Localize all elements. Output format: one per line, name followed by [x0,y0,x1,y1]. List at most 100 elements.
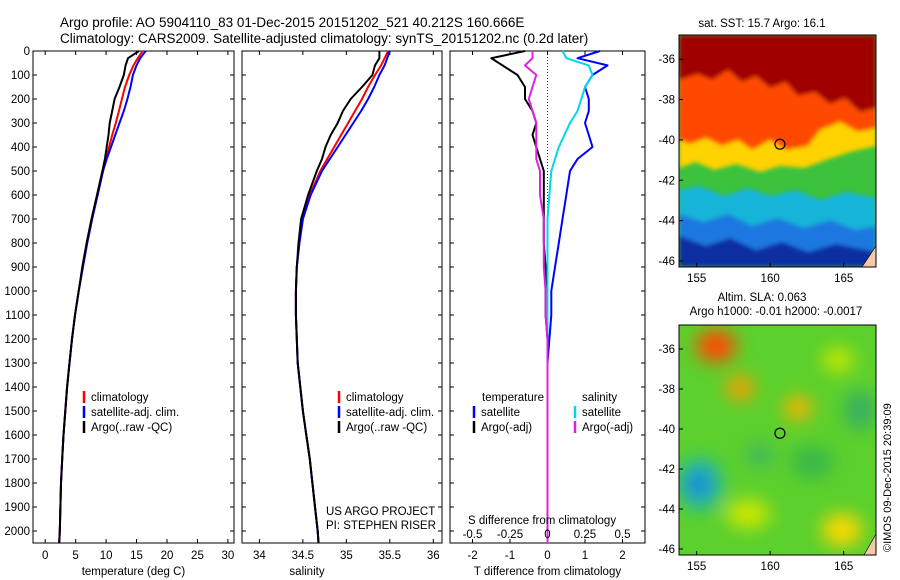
sst-map-title: sat. SST: 15.7 Argo: 16.1 [698,18,825,30]
y-tick-label: 1700 [4,454,30,466]
y-tick-label: 300 [11,118,30,130]
legend-label-temp-argo: Argo(-adj) [481,422,532,434]
sla-high-patch [784,396,812,420]
legend-label-satellite: satellite-adj. clim. [346,407,434,419]
legend-title-temperature: temperature [482,392,544,404]
y-tick-label: 1400 [4,382,30,394]
map-y-tick-label: -40 [658,424,675,436]
y-tick-label: 100 [11,70,30,82]
legend-label-satellite: satellite-adj. clim. [91,407,179,419]
salinity-profile-plot: 34 34.5 35 35.5 36 salinity [241,50,443,578]
s-difference-tick-label: 0 [544,529,550,541]
y-tick-label: 1100 [5,310,30,322]
argo-float-marker [774,427,786,439]
x-tick-label: 15 [130,550,143,562]
map-x-tick-label: 160 [761,273,780,285]
sla-low-patch [790,446,834,478]
sla-heatmap [679,325,876,555]
map-y-tick-label: -42 [658,464,675,476]
series-line-argo-raw-qc- [58,50,140,544]
s-difference-tick-label: 0.25 [574,529,596,541]
sst-deep-blue-band [679,236,876,267]
y-tick-label: 1300 [4,358,30,370]
sst-map-axes: 155 160 165 -36 -38 -40 -42 -44 -46 [658,54,853,285]
series-line-climatology [294,50,389,544]
figure-title: Argo profile: AO 5904110_83 01-Dec-2015 … [60,15,524,30]
y-tick-label: 2000 [4,526,30,538]
sst-coastline [861,245,876,267]
x-tick-label: 36 [427,550,440,562]
difference-legend: temperature satellite Argo(-adj) salinit… [472,392,633,434]
y-tick-label: 1200 [4,334,30,346]
sla-map: Altim. SLA: 0.063 Argo h1000: -0.01 h200… [658,292,877,573]
legend-title-salinity: salinity [582,392,617,404]
x-tick-label: 2 [619,550,625,562]
sst-orange-band [679,70,876,150]
legend-label-sal-satellite: satellite [582,407,621,419]
series-line-satellite-adj-clim- [58,50,147,544]
x-tick-label: 0 [544,550,550,562]
s-difference-ticks: -0.5 -0.25 0 0.25 0.5 [463,529,631,541]
difference-profile-plot: -2 -1 0 1 2 T difference from climatology [449,50,646,578]
map-x-tick-label: 165 [834,273,853,285]
y-tick-label: 700 [11,214,30,226]
sla-high-patch [726,376,754,400]
sla-low-patch [746,443,774,467]
s-difference-tick-label: 0.5 [615,529,631,541]
map-x-tick-label: 160 [761,561,780,573]
sla-high-patch [696,330,736,362]
salinity-legend: climatology satellite-adj. clim. Argo(..… [337,391,434,434]
x-axis-label: temperature (deg C) [82,566,186,578]
s-difference-tick-label: -0.25 [497,529,523,541]
figure-subtitle: Climatology: CARS2009. Satellite-adjuste… [60,31,588,46]
y-tick-label: 1800 [4,478,30,490]
x-tick-label: -2 [467,550,477,562]
y-tick-label: 500 [11,166,30,178]
sst-yellow-band [679,122,876,172]
sla-low-patch [688,474,708,494]
y-tick-label: 0 [24,46,30,58]
map-y-tick-label: -36 [658,344,675,356]
legend-label-climatology: climatology [91,392,149,404]
legend-label-temp-satellite: satellite [481,407,520,419]
x-tick-label: 34.5 [292,550,314,562]
sst-warm-region [679,35,876,112]
sla-high-patch [726,500,770,528]
s-difference-label: S difference from climatology [468,515,616,527]
legend-label-sal-argo: Argo(-adj) [582,422,633,434]
x-tick-label: 34 [253,550,266,562]
argo-float-marker [774,138,786,150]
sst-map: sat. SST: 15.7 Argo: 16.1 155 160 165 -36 -3… [658,18,877,285]
legend-label-climatology: climatology [346,392,404,404]
sla-map-axes: 155 160 165 -36 -38 -40 -42 -44 -46 [658,344,853,573]
pi-credit: PI: STEPHEN RISER [326,520,436,532]
imos-credit: ©IMOS 09-Dec-2015 20:39:09 [882,403,894,552]
y-tick-label: 200 [11,94,30,106]
x-tick-label: 30 [222,550,235,562]
series-line-temperature-satellite [546,50,609,543]
map-y-tick-label: -44 [658,216,675,228]
x-tick-label: 35.5 [379,550,401,562]
map-y-tick-label: -44 [658,504,675,516]
plot-frame [32,50,235,544]
x-tick-label: 20 [161,550,174,562]
x-axis-label: T difference from climatology [474,566,621,578]
series-line-salinity-argo-adj- [524,51,549,543]
x-tick-label: 5 [72,550,78,562]
sla-map-frame [678,324,877,556]
series-line-argo-raw-qc- [294,51,381,544]
y-tick-label: 800 [11,238,30,250]
map-y-tick-label: -36 [658,54,675,66]
map-y-tick-label: -40 [658,135,675,147]
map-y-tick-label: -46 [658,256,675,268]
x-axis-label: salinity [289,566,324,578]
plot-frame [241,50,443,544]
y-tick-label: 900 [11,262,30,274]
y-tick-label: 600 [11,190,30,202]
sla-map-title: Altim. SLA: 0.063 [718,292,807,304]
temperature-legend: climatology satellite-adj. clim. Argo(..… [82,391,179,434]
sla-high-patch [822,348,854,372]
sla-high-patch [822,514,862,546]
map-x-tick-label: 155 [687,561,706,573]
